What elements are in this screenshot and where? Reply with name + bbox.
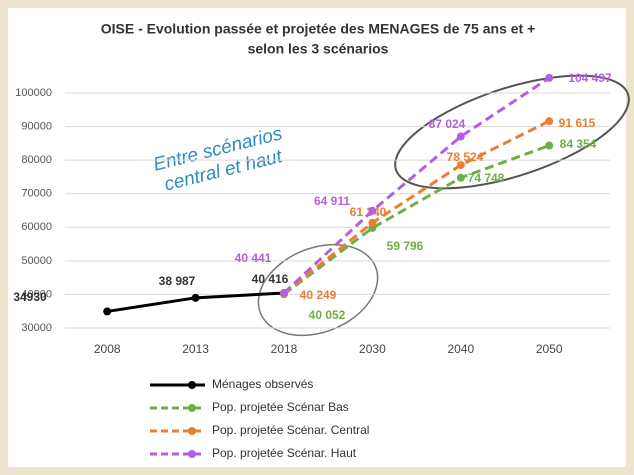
legend-marker bbox=[188, 450, 196, 458]
y-tick-label: 40000 bbox=[21, 288, 52, 300]
x-tick-label: 2013 bbox=[182, 342, 209, 356]
x-tick-label: 2040 bbox=[447, 342, 474, 356]
legend-label: Pop. projetée Scénar Bas bbox=[212, 400, 349, 414]
data-label: 59 796 bbox=[387, 239, 424, 253]
highlight-ellipse bbox=[394, 74, 630, 190]
data-label: 104 497 bbox=[568, 71, 612, 85]
data-label: 40 052 bbox=[309, 308, 346, 322]
series-line bbox=[283, 119, 550, 295]
chart-title: OISE - Evolution passée et projetée des … bbox=[101, 21, 536, 37]
data-label: 74 748 bbox=[468, 171, 505, 185]
data-label: 40 416 bbox=[252, 272, 289, 286]
legend-label: Ménages observés bbox=[212, 377, 313, 391]
legend-marker bbox=[188, 427, 196, 435]
data-point bbox=[368, 218, 377, 227]
data-label: 40 441 bbox=[235, 251, 272, 265]
data-label: 61 340 bbox=[350, 205, 387, 219]
data-label: 64 911 bbox=[314, 194, 350, 208]
data-label: 87 024 bbox=[429, 117, 466, 131]
data-point bbox=[545, 117, 554, 126]
x-tick-label: 2018 bbox=[271, 342, 298, 356]
data-label: 40 249 bbox=[300, 288, 337, 302]
y-tick-label: 100000 bbox=[15, 87, 52, 99]
data-label: 34930 bbox=[13, 290, 47, 304]
data-point bbox=[545, 141, 554, 150]
plot-background bbox=[8, 8, 626, 467]
y-tick-label: 30000 bbox=[21, 322, 52, 334]
y-tick-label: 50000 bbox=[21, 255, 52, 267]
x-tick-label: 2008 bbox=[94, 342, 121, 356]
series-line bbox=[282, 76, 551, 295]
data-point bbox=[456, 173, 465, 182]
data-point bbox=[456, 161, 465, 170]
legend-marker bbox=[188, 404, 196, 412]
legend-marker bbox=[188, 381, 196, 389]
data-point bbox=[191, 293, 200, 302]
data-label: 78 524 bbox=[447, 150, 484, 164]
y-tick-label: 70000 bbox=[21, 188, 52, 200]
data-point bbox=[456, 132, 465, 141]
data-point bbox=[103, 307, 112, 316]
x-tick-label: 2050 bbox=[536, 342, 563, 356]
y-tick-label: 60000 bbox=[21, 221, 52, 233]
highlight-ellipse bbox=[257, 243, 379, 337]
data-label: 84 354 bbox=[560, 137, 597, 151]
legend-label: Pop. projetée Scénar. Haut bbox=[212, 446, 357, 460]
data-point bbox=[368, 206, 377, 215]
series-line bbox=[283, 144, 550, 296]
data-label: 38 987 bbox=[159, 274, 196, 288]
legend-label: Pop. projetée Scénar. Central bbox=[212, 423, 369, 437]
y-tick-label: 80000 bbox=[21, 154, 52, 166]
y-tick-label: 90000 bbox=[21, 120, 52, 132]
data-point bbox=[280, 288, 288, 297]
data-label: 91 615 bbox=[559, 116, 596, 130]
x-tick-label: 2030 bbox=[359, 342, 386, 356]
data-point bbox=[545, 73, 554, 82]
chart-title: selon les 3 scénarios bbox=[248, 41, 389, 57]
